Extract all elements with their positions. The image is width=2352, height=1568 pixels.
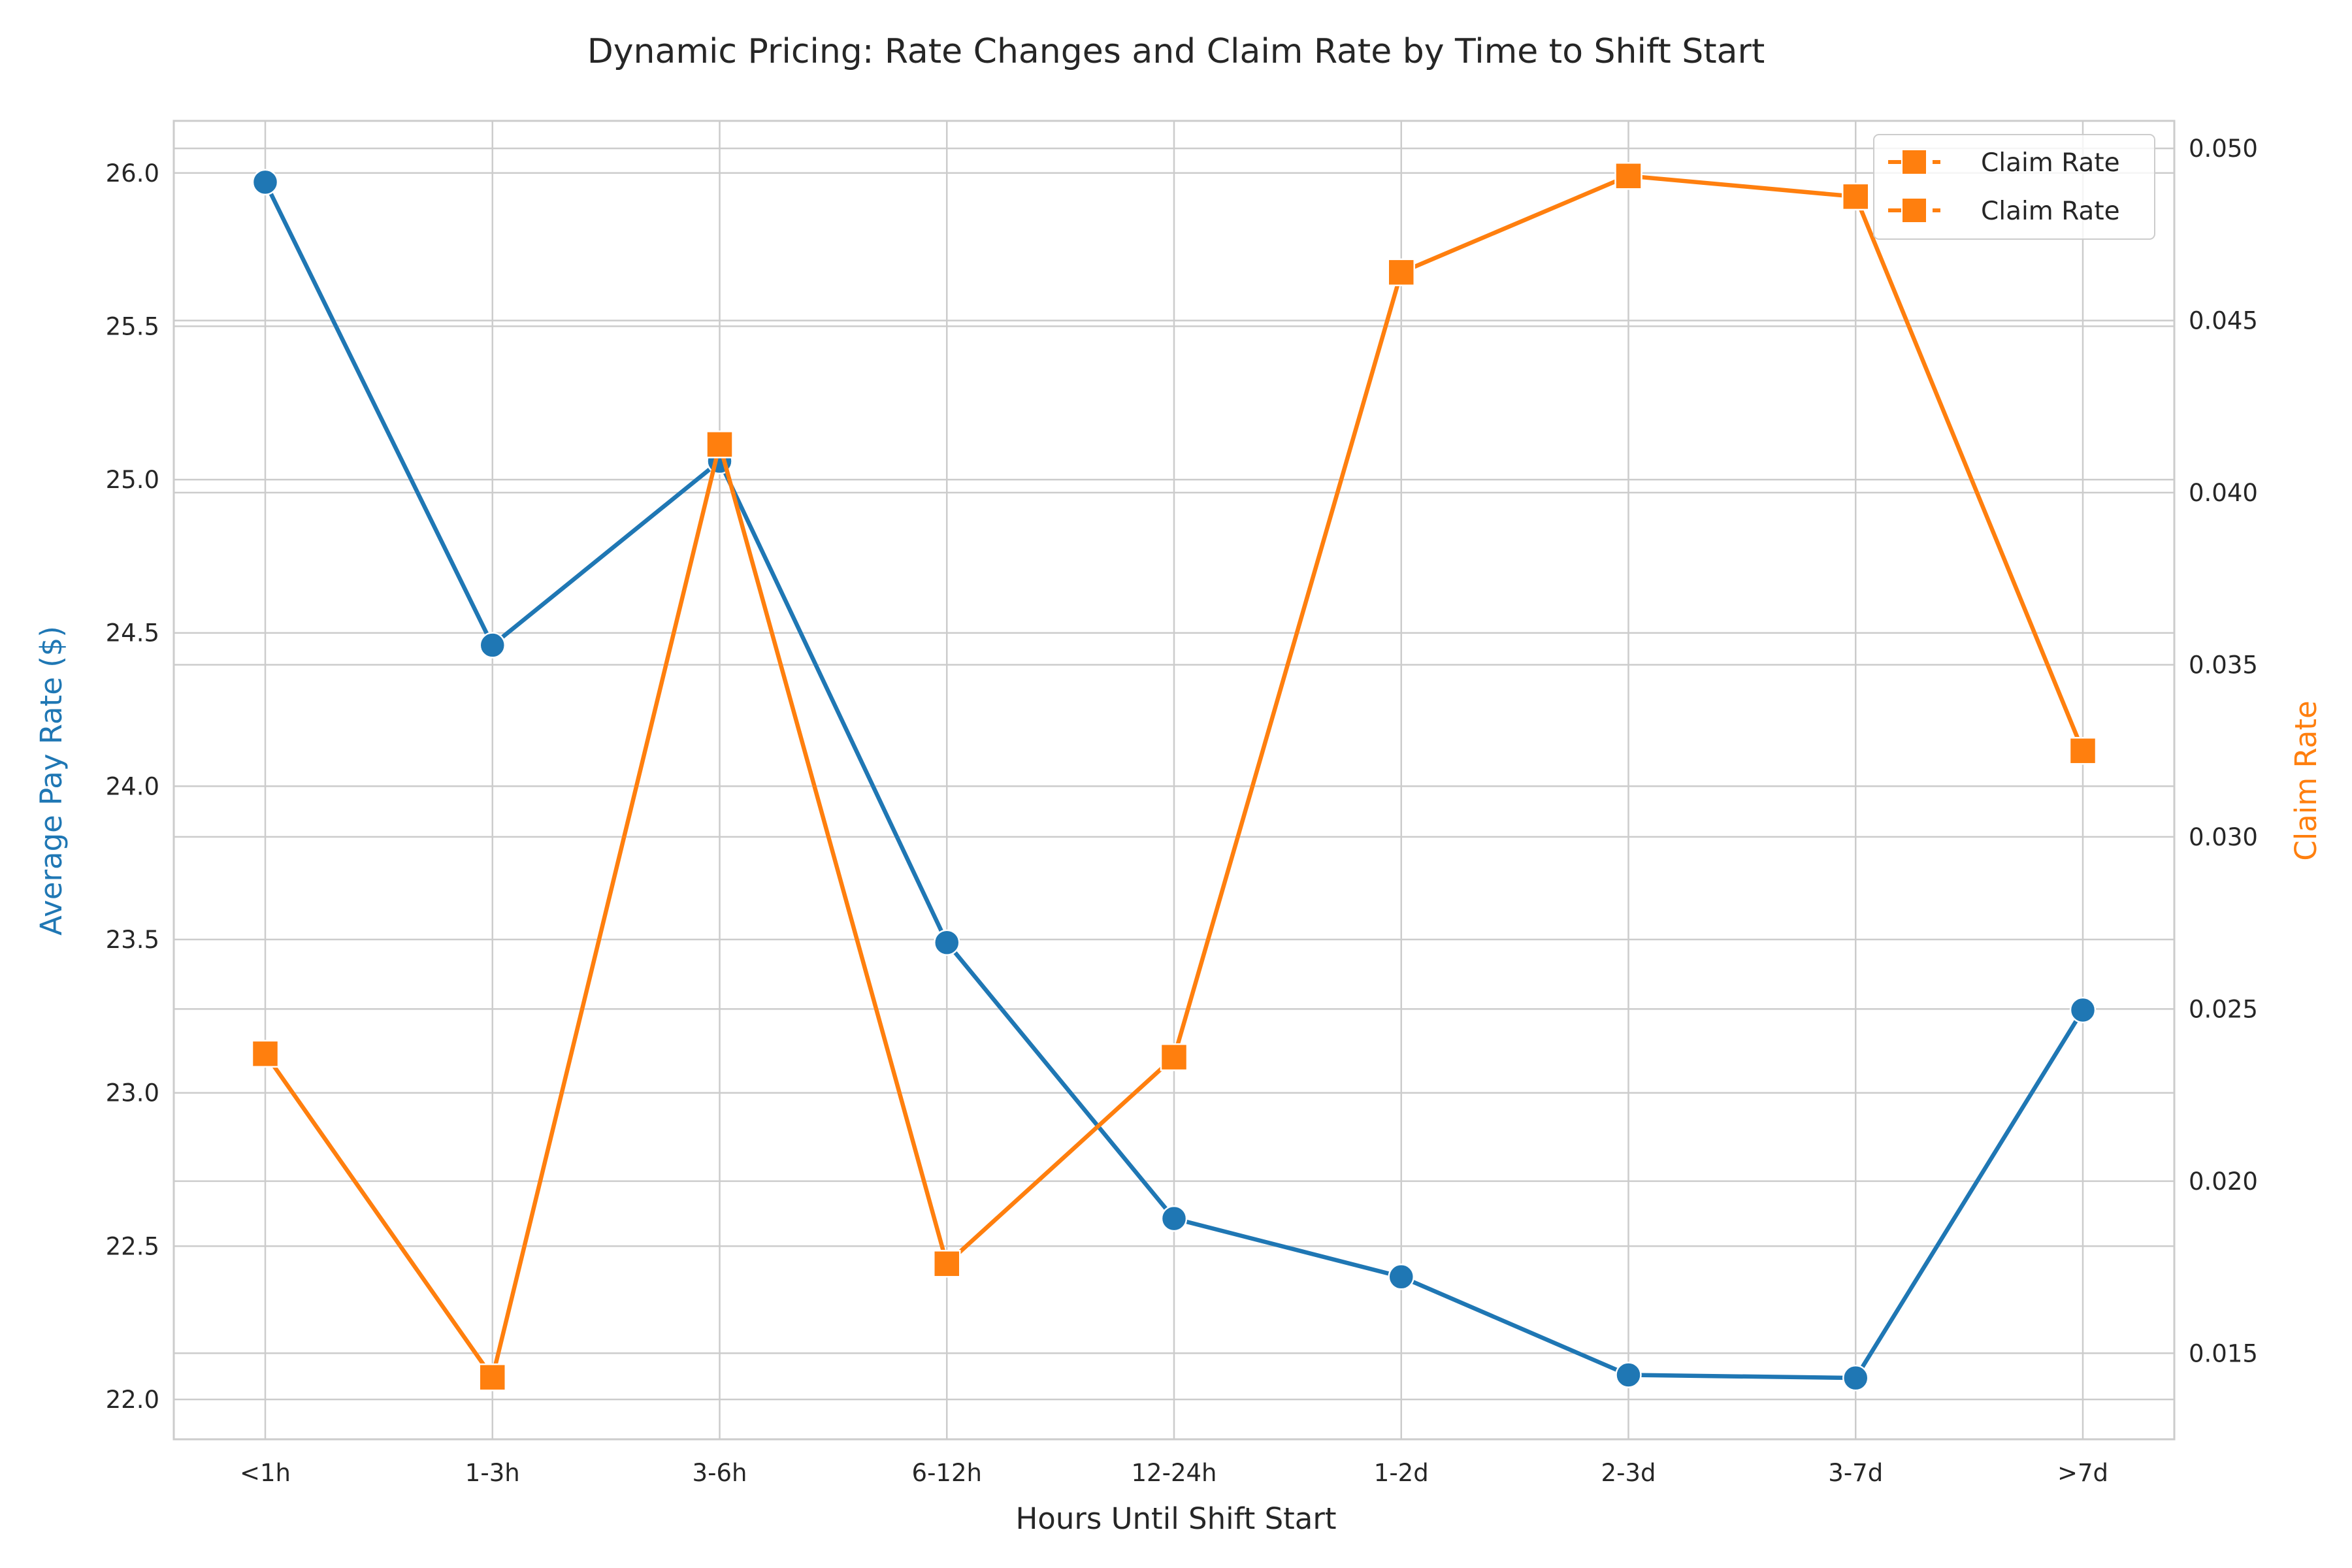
x-tick-label: <1h [240,1459,291,1487]
left-y-tick-label: 23.0 [106,1079,159,1107]
series-2-point [1387,258,1415,287]
right-y-tick-label: 0.030 [2189,823,2258,851]
series-2-point [933,1250,961,1278]
left-y-tick-label: 25.5 [106,312,159,340]
series-2-point [1160,1043,1188,1071]
left-y-tick-label: 26.0 [106,159,159,188]
series-1-point [934,929,960,956]
left-y-axis-title: Average Pay Rate ($) [34,626,69,936]
left-y-tick-label: 22.0 [106,1386,159,1414]
series-1-point [1160,1205,1188,1232]
legend-box [1873,134,2155,240]
series-1-point [252,169,279,196]
left-y-tick-label: 24.0 [106,772,159,800]
legend-label-2: Claim Rate [1981,197,2120,226]
legend-entry-2: Claim Rate [1888,197,2120,226]
grid-lines [174,121,2174,1439]
x-tick-label: 3-7d [1828,1459,1883,1487]
left-y-tick-label: 22.5 [106,1232,159,1260]
x-tick-label: 12-24h [1132,1459,1217,1487]
series-2-point [251,1039,280,1068]
axis-labels: <1h 1-3h 3-6h 6-12h 12-24h 1-2d 2-3d 3-7d >7d 22.… [106,135,2258,1487]
series-2-point [478,1363,506,1392]
legend-marker-2 [1901,197,1927,223]
series-2-point [1842,182,1870,211]
right-y-axis-title: Claim Rate [2289,700,2323,860]
right-y-tick-label: 0.015 [2189,1339,2258,1367]
left-y-tick-label: 24.5 [106,619,159,647]
right-y-tick-label: 0.045 [2189,307,2258,335]
legend: Claim Rate Claim Rate [1873,134,2155,240]
x-tick-label: >7d [2057,1459,2108,1487]
left-y-tick-label: 23.5 [106,926,159,954]
legend-marker-1 [1901,149,1927,175]
series-1-point [1615,1362,1642,1388]
series-2-point [1614,162,1642,190]
series-2-point [706,431,734,459]
right-y-tick-label: 0.020 [2189,1168,2258,1196]
x-tick-label: 1-2d [1374,1459,1429,1487]
plot-frame [172,120,2176,1441]
series-layer [251,162,2097,1392]
series-2-point [2068,736,2097,765]
right-y-tick-label: 0.035 [2189,651,2258,679]
series-1-point [1842,1364,1869,1392]
x-axis-title: Hours Until Shift Start [1015,1501,1336,1536]
x-tick-label: 1-3h [465,1459,520,1487]
x-tick-label: 3-6h [693,1459,747,1487]
left-y-tick-label: 25.0 [106,466,159,494]
legend-label-1: Claim Rate [1981,148,2120,178]
series-1-point [2069,996,2097,1024]
x-tick-label: 6-12h [912,1459,982,1487]
series-1-point [479,632,506,659]
x-tick-label: 2-3d [1601,1459,1656,1487]
legend-entry-1: Claim Rate [1888,148,2120,178]
right-y-tick-label: 0.040 [2189,479,2258,507]
right-y-tick-label: 0.025 [2189,995,2258,1023]
series-1-point [1388,1264,1414,1290]
plot-border [172,120,2176,1441]
right-y-tick-label: 0.050 [2189,135,2258,163]
chart-title: Dynamic Pricing: Rate Changes and Claim … [587,32,1765,71]
